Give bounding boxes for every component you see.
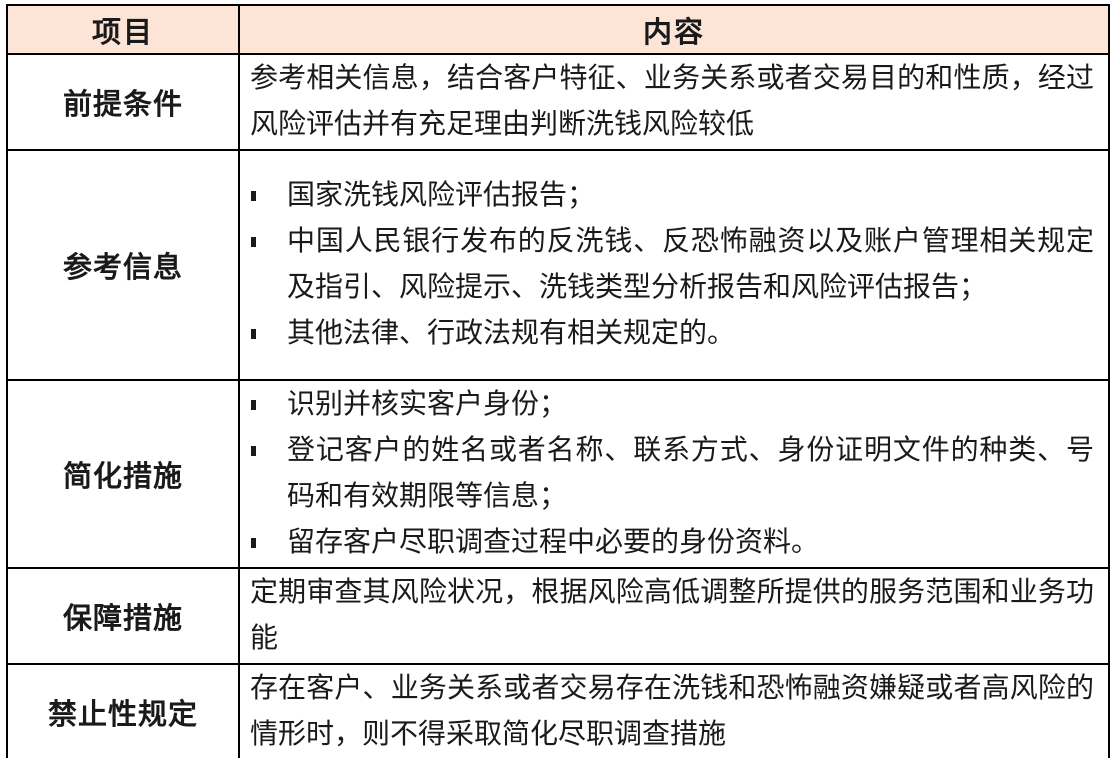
bullet-item: 其他法律、行政法规有相关规定的。 <box>250 311 1094 357</box>
bullet-item: 留存客户尽职调查过程中必要的身份资料。 <box>250 520 1094 566</box>
bullet-text: 其他法律、行政法规有相关规定的。 <box>287 318 736 349</box>
bullet-icon <box>251 400 256 410</box>
bullet-text: 国家洗钱风险评估报告； <box>287 180 596 211</box>
bullet-list: 识别并核实客户身份； 登记客户的姓名或者名称、联系方式、身份证明文件的种类、号码和… <box>250 382 1094 566</box>
bullet-item: 登记客户的姓名或者名称、联系方式、身份证明文件的种类、号码和有效期限等信息； <box>250 428 1094 520</box>
bullet-icon <box>251 237 256 247</box>
bullet-list: 国家洗钱风险评估报告； 中国人民银行发布的反洗钱、反恐怖融资以及账户管理相关规定及… <box>250 173 1094 357</box>
column-header-item: 项目 <box>6 4 240 55</box>
content-text: 存在客户、业务关系或者交易存在洗钱和恐怖融资嫌疑或者高风险的情形时，则不得采取简… <box>250 673 1094 750</box>
bullet-text: 中国人民银行发布的反洗钱、反恐怖融资以及账户管理相关规定及指引、风险提示、洗钱类… <box>287 226 1094 303</box>
table-header-row: 项目 内容 <box>6 4 1110 55</box>
bullet-icon <box>251 191 256 201</box>
row-item-label: 禁止性规定 <box>6 663 240 758</box>
row-item-label: 简化措施 <box>6 379 240 569</box>
table-body: 前提条件 参考相关信息，结合客户特征、业务关系或者交易目的和性质，经过风险评估并有… <box>6 53 1110 758</box>
simplified-due-diligence-table: 项目 内容 前提条件 参考相关信息，结合客户特征、业务关系或者交易目的和性质，经过… <box>6 4 1110 758</box>
bullet-icon <box>251 538 256 548</box>
row-content-cell: 参考相关信息，结合客户特征、业务关系或者交易目的和性质，经过风险评估并有充足理由… <box>238 53 1110 151</box>
bullet-icon <box>251 329 256 339</box>
content-text: 参考相关信息，结合客户特征、业务关系或者交易目的和性质，经过风险评估并有充足理由… <box>250 63 1094 140</box>
table-row: 简化措施 识别并核实客户身份； 登记客户的姓名或者名称、联系方式、身份证明文件的种类… <box>6 379 1110 569</box>
bullet-text: 识别并核实客户身份； <box>287 389 568 420</box>
row-content-cell: 识别并核实客户身份； 登记客户的姓名或者名称、联系方式、身份证明文件的种类、号码和… <box>238 379 1110 569</box>
row-item-label: 保障措施 <box>6 567 240 665</box>
table-row: 禁止性规定 存在客户、业务关系或者交易存在洗钱和恐怖融资嫌疑或者高风险的情形时，则… <box>6 663 1110 758</box>
table-row: 参考信息 国家洗钱风险评估报告； 中国人民银行发布的反洗钱、反恐怖融资以及账户管理相… <box>6 149 1110 381</box>
bullet-icon <box>251 446 256 456</box>
bullet-item: 中国人民银行发布的反洗钱、反恐怖融资以及账户管理相关规定及指引、风险提示、洗钱类… <box>250 219 1094 311</box>
table-row: 前提条件 参考相关信息，结合客户特征、业务关系或者交易目的和性质，经过风险评估并有… <box>6 53 1110 151</box>
row-content-cell: 国家洗钱风险评估报告； 中国人民银行发布的反洗钱、反恐怖融资以及账户管理相关规定及… <box>238 149 1110 381</box>
row-item-label: 参考信息 <box>6 149 240 381</box>
content-text: 定期审查其风险状况，根据风险高低调整所提供的服务范围和业务功能 <box>250 577 1094 654</box>
row-content-cell: 定期审查其风险状况，根据风险高低调整所提供的服务范围和业务功能 <box>238 567 1110 665</box>
table-row: 保障措施 定期审查其风险状况，根据风险高低调整所提供的服务范围和业务功能 <box>6 567 1110 665</box>
bullet-item: 识别并核实客户身份； <box>250 382 1094 428</box>
bullet-item: 国家洗钱风险评估报告； <box>250 173 1094 219</box>
row-item-label: 前提条件 <box>6 53 240 151</box>
bullet-text: 登记客户的姓名或者名称、联系方式、身份证明文件的种类、号码和有效期限等信息； <box>287 435 1094 512</box>
row-content-cell: 存在客户、业务关系或者交易存在洗钱和恐怖融资嫌疑或者高风险的情形时，则不得采取简… <box>238 663 1110 758</box>
column-header-content: 内容 <box>238 4 1110 55</box>
bullet-text: 留存客户尽职调查过程中必要的身份资料。 <box>287 527 820 558</box>
